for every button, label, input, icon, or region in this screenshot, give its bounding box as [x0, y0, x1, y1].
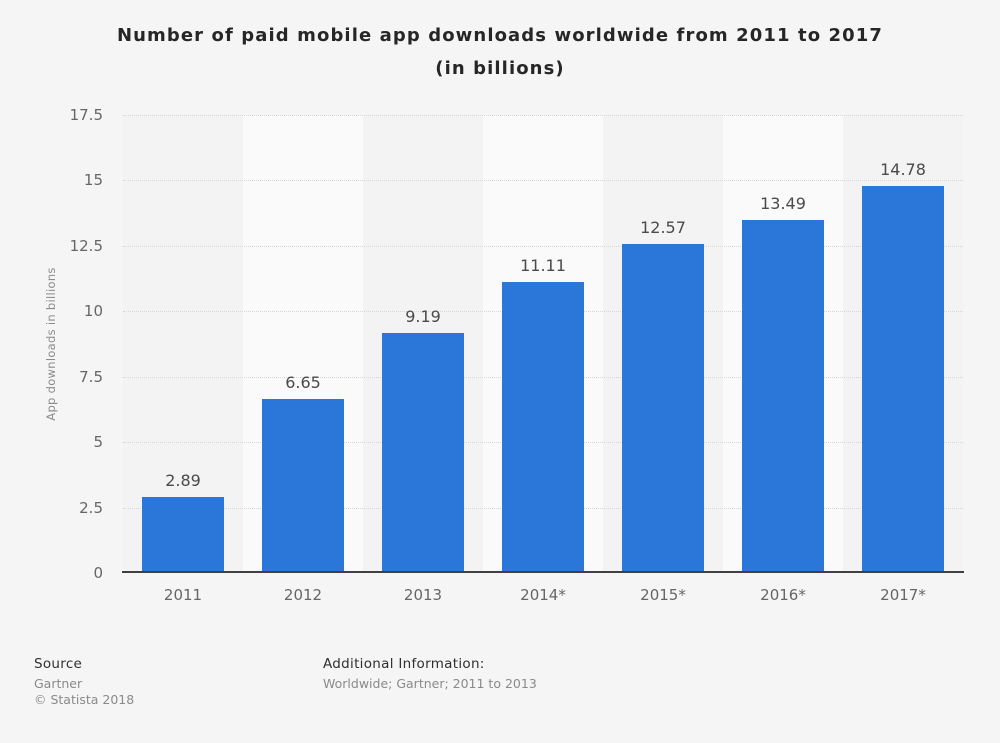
x-tick-label: 2016* [760, 586, 806, 604]
chart-title-line1: Number of paid mobile app downloads worl… [116, 25, 884, 46]
source-label: Source [34, 656, 83, 672]
bar-value-label: 2.89 [165, 471, 201, 491]
y-axis-ticks: 0 2.5 5 7.5 10 12.5 15 17.5 [0, 106, 103, 582]
footer-source-block: Source Gartner © Statista 2018 [34, 656, 134, 707]
bar-value-label: 9.19 [405, 306, 441, 326]
x-tick-label: 2011 [163, 586, 203, 604]
x-tick-label: 2014* [520, 586, 566, 604]
y-tick-label: 0 [93, 564, 103, 582]
y-tick-label: 15 [83, 171, 103, 190]
bar-2014 [502, 282, 584, 573]
x-axis-line [122, 571, 964, 573]
y-tick-label: 2.5 [79, 498, 103, 517]
y-tick-label: 12.5 [69, 236, 103, 255]
additional-info-value: Worldwide; Gartner; 2011 to 2013 [323, 676, 537, 691]
x-tick-label: 2017* [880, 586, 926, 604]
gridline [123, 115, 963, 116]
plot-band [123, 115, 243, 573]
x-tick-label: 2012 [283, 586, 323, 604]
copyright: © Statista 2018 [34, 691, 135, 707]
y-tick-label: 10 [83, 302, 103, 321]
bar-2017 [862, 186, 944, 573]
x-tick-label: 2013 [403, 586, 443, 604]
bar-value-label: 14.78 [880, 160, 926, 180]
source-value: Gartner [34, 676, 83, 691]
y-tick-label: 5 [93, 433, 103, 452]
plot-area: 2.89 6.65 9.19 11.11 12.57 13.49 14.78 [123, 115, 963, 573]
x-tick-label: 2015* [640, 586, 686, 604]
bar-2015 [622, 244, 704, 573]
chart-title: Number of paid mobile app downloads worl… [0, 19, 1000, 85]
gridline [123, 180, 963, 182]
bar-2012 [262, 398, 344, 573]
gridline [123, 245, 963, 247]
bar-2013 [382, 332, 464, 573]
bar-2011 [142, 497, 224, 573]
bar-value-label: 13.49 [760, 193, 806, 213]
bar-2016 [742, 219, 824, 573]
bar-value-label: 12.57 [640, 218, 686, 238]
y-tick-label: 17.5 [69, 106, 103, 124]
y-tick-label: 7.5 [79, 367, 103, 386]
footer-additional-info-block: Additional Information: Worldwide; Gartn… [323, 656, 537, 692]
additional-info-label: Additional Information: [323, 656, 485, 672]
chart-title-line2: (in billions) [435, 58, 565, 79]
bar-value-label: 11.11 [520, 256, 566, 276]
x-axis-labels: 2011 2012 2013 2014* 2015* 2016* 2017* [123, 573, 963, 618]
bar-value-label: 6.65 [285, 372, 321, 392]
